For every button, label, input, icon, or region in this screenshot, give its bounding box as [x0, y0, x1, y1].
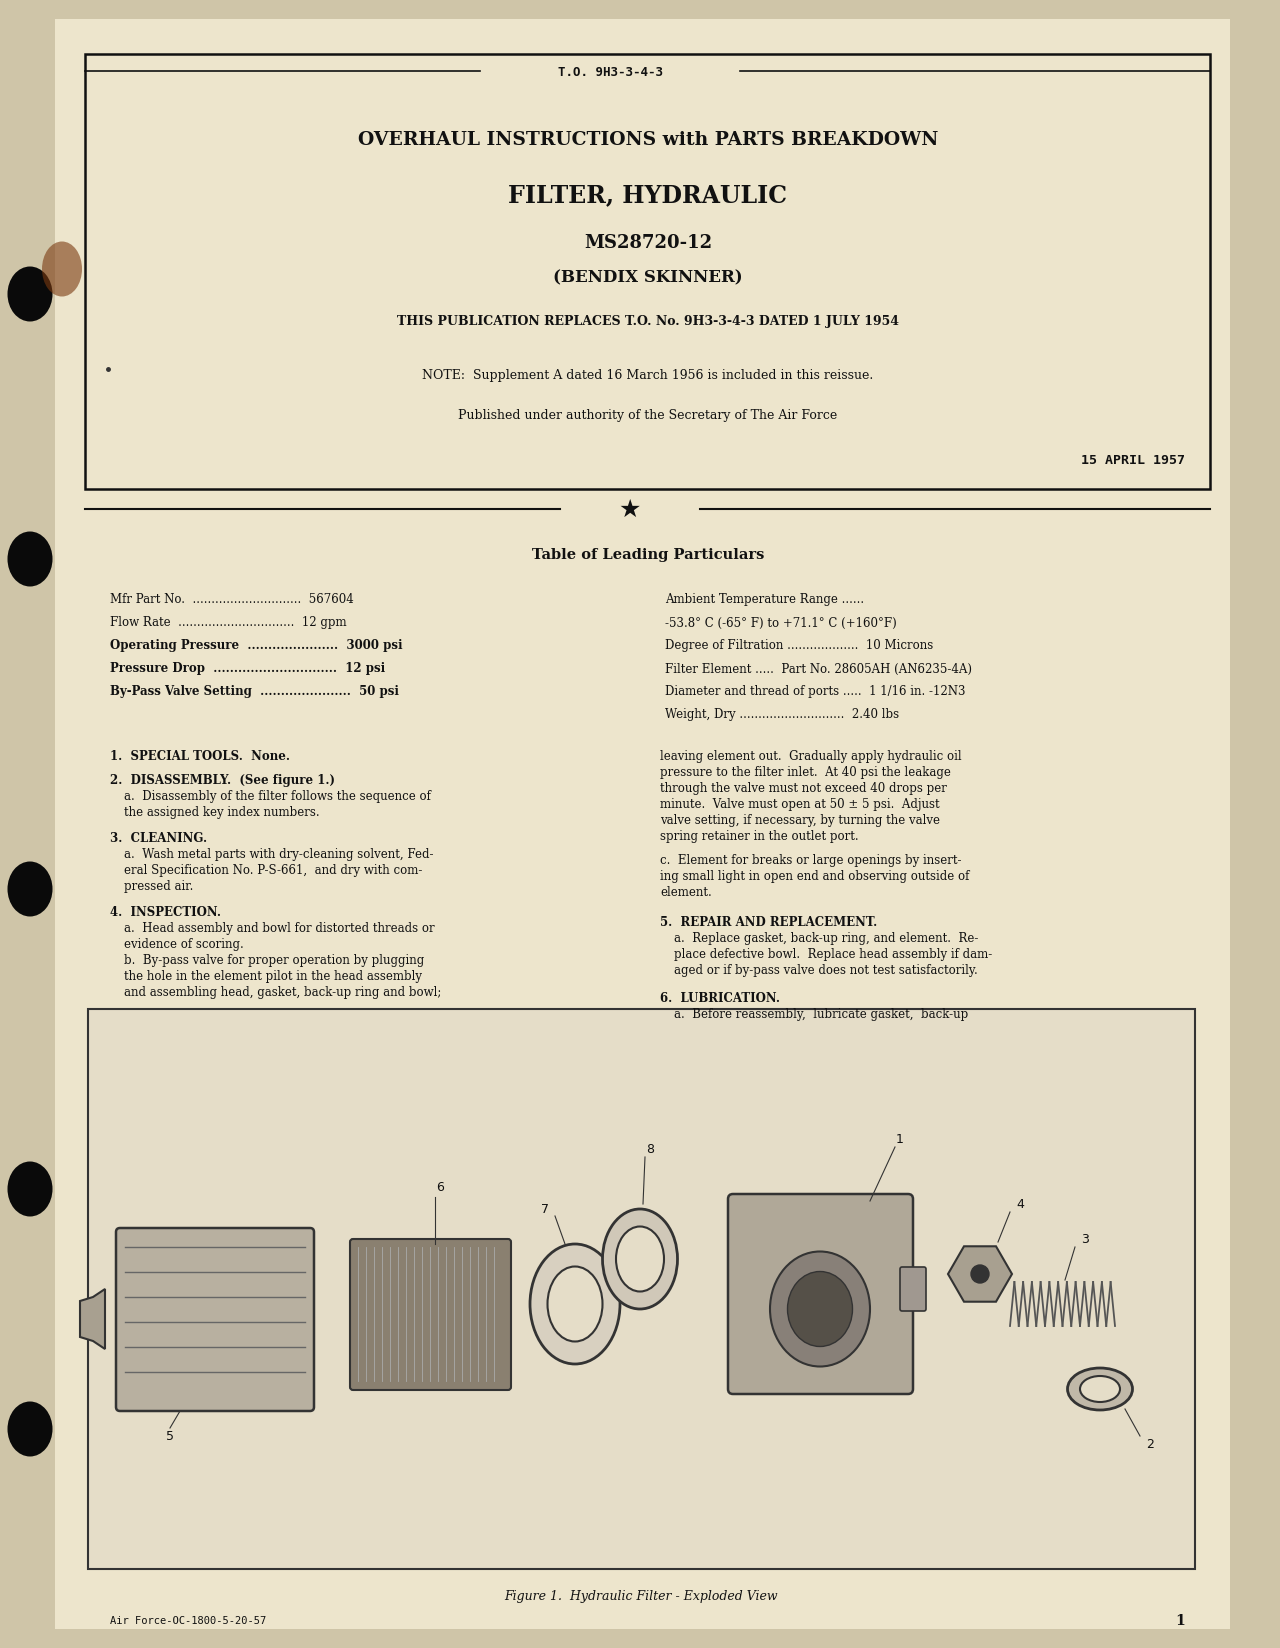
Polygon shape [79, 1289, 105, 1350]
Text: 6.  LUBRICATION.: 6. LUBRICATION. [660, 992, 780, 1004]
FancyBboxPatch shape [900, 1267, 925, 1312]
Text: (BENDIX SKINNER): (BENDIX SKINNER) [553, 269, 742, 287]
Text: 3: 3 [1082, 1233, 1089, 1246]
Text: 3.  CLEANING.: 3. CLEANING. [110, 832, 207, 844]
Text: Diameter and thread of ports .....  1 1/16 in. -12N3: Diameter and thread of ports ..... 1 1/1… [666, 686, 965, 699]
Text: OVERHAUL INSTRUCTIONS with PARTS BREAKDOWN: OVERHAUL INSTRUCTIONS with PARTS BREAKDO… [358, 130, 938, 148]
Text: By-Pass Valve Setting  ......................  50 psi: By-Pass Valve Setting ..................… [110, 686, 399, 699]
Text: Ambient Temperature Range ......: Ambient Temperature Range ...... [666, 593, 864, 606]
Text: b.  By-pass valve for proper operation by plugging: b. By-pass valve for proper operation by… [124, 954, 424, 966]
Text: ing small light in open end and observing outside of: ing small light in open end and observin… [660, 870, 969, 882]
Text: Published under authority of the Secretary of The Air Force: Published under authority of the Secreta… [458, 409, 837, 422]
Text: Filter Element .....  Part No. 28605AH (AN6235-4A): Filter Element ..... Part No. 28605AH (A… [666, 662, 972, 676]
Text: NOTE:  Supplement A dated 16 March 1956 is included in this reissue.: NOTE: Supplement A dated 16 March 1956 i… [422, 368, 874, 381]
Text: THIS PUBLICATION REPLACES T.O. No. 9H3-3-4-3 DATED 1 JULY 1954: THIS PUBLICATION REPLACES T.O. No. 9H3-3… [397, 315, 899, 328]
Text: 7: 7 [541, 1203, 549, 1216]
Text: ★: ★ [618, 498, 641, 522]
Text: pressure to the filter inlet.  At 40 psi the leakage: pressure to the filter inlet. At 40 psi … [660, 766, 951, 778]
Text: MS28720-12: MS28720-12 [584, 234, 712, 252]
Ellipse shape [8, 1402, 52, 1457]
Ellipse shape [8, 862, 52, 916]
Text: a.  Replace gasket, back-up ring, and element.  Re-: a. Replace gasket, back-up ring, and ele… [675, 931, 978, 944]
Text: evidence of scoring.: evidence of scoring. [124, 938, 243, 951]
Text: through the valve must not exceed 40 drops per: through the valve must not exceed 40 dro… [660, 781, 947, 794]
Text: leaving element out.  Gradually apply hydraulic oil: leaving element out. Gradually apply hyd… [660, 750, 961, 763]
Ellipse shape [972, 1266, 989, 1284]
Ellipse shape [8, 532, 52, 587]
Ellipse shape [1068, 1368, 1133, 1411]
Text: 6: 6 [436, 1180, 444, 1193]
Bar [84, 54, 1210, 489]
Text: and assembling head, gasket, back-up ring and bowl;: and assembling head, gasket, back-up rin… [124, 986, 442, 999]
Text: 1: 1 [896, 1132, 904, 1145]
Ellipse shape [548, 1267, 603, 1341]
Ellipse shape [771, 1252, 870, 1366]
Text: Pressure Drop  ..............................  12 psi: Pressure Drop ..........................… [110, 662, 385, 676]
Text: the hole in the element pilot in the head assembly: the hole in the element pilot in the hea… [124, 969, 422, 982]
Text: valve setting, if necessary, by turning the valve: valve setting, if necessary, by turning … [660, 814, 940, 827]
FancyBboxPatch shape [116, 1228, 314, 1411]
Text: Operating Pressure  ......................  3000 psi: Operating Pressure .....................… [110, 639, 403, 653]
Text: a.  Head assembly and bowl for distorted threads or: a. Head assembly and bowl for distorted … [124, 921, 435, 934]
Text: spring retainer in the outlet port.: spring retainer in the outlet port. [660, 829, 859, 842]
Text: 4: 4 [1016, 1198, 1024, 1211]
Text: Degree of Filtration ...................  10 Microns: Degree of Filtration ...................… [666, 639, 933, 653]
Ellipse shape [787, 1272, 852, 1346]
Text: Mfr Part No.  .............................  567604: Mfr Part No. ...........................… [110, 593, 353, 606]
Text: 2: 2 [1146, 1437, 1155, 1450]
Text: Air Force-OC-1800-5-20-57: Air Force-OC-1800-5-20-57 [110, 1615, 266, 1625]
Text: 5: 5 [166, 1429, 174, 1442]
Ellipse shape [8, 267, 52, 323]
FancyBboxPatch shape [728, 1195, 913, 1394]
Ellipse shape [42, 242, 82, 297]
Ellipse shape [616, 1226, 664, 1292]
Text: Figure 1.  Hydraulic Filter - Exploded View: Figure 1. Hydraulic Filter - Exploded Vi… [504, 1589, 778, 1602]
Text: element.: element. [660, 885, 712, 898]
Ellipse shape [1080, 1376, 1120, 1402]
Text: -53.8° C (-65° F) to +71.1° C (+160°F): -53.8° C (-65° F) to +71.1° C (+160°F) [666, 616, 897, 630]
Text: 1.  SPECIAL TOOLS.  None.: 1. SPECIAL TOOLS. None. [110, 750, 291, 763]
Text: 2.  DISASSEMBLY.  (See figure 1.): 2. DISASSEMBLY. (See figure 1.) [110, 773, 335, 786]
Text: 4.  INSPECTION.: 4. INSPECTION. [110, 905, 221, 918]
Text: the assigned key index numbers.: the assigned key index numbers. [124, 806, 320, 819]
Text: 5.  REPAIR AND REPLACEMENT.: 5. REPAIR AND REPLACEMENT. [660, 915, 877, 928]
Bar [88, 1009, 1196, 1569]
Text: a.  Disassembly of the filter follows the sequence of: a. Disassembly of the filter follows the… [124, 789, 431, 803]
Text: a.  Before reassembly,  lubricate gasket,  back-up: a. Before reassembly, lubricate gasket, … [675, 1007, 968, 1020]
Text: place defective bowl.  Replace head assembly if dam-: place defective bowl. Replace head assem… [675, 948, 992, 961]
Text: 1: 1 [1175, 1613, 1185, 1627]
Text: pressed air.: pressed air. [124, 880, 193, 893]
Text: c.  Element for breaks or large openings by insert-: c. Element for breaks or large openings … [660, 854, 961, 867]
Text: a.  Wash metal parts with dry-cleaning solvent, Fed-: a. Wash metal parts with dry-cleaning so… [124, 847, 434, 860]
Text: Table of Leading Particulars: Table of Leading Particulars [531, 547, 764, 562]
Text: aged or if by-pass valve does not test satisfactorily.: aged or if by-pass valve does not test s… [675, 964, 978, 976]
Text: Weight, Dry ............................  2.40 lbs: Weight, Dry ............................… [666, 709, 899, 722]
Text: 8: 8 [646, 1142, 654, 1155]
Text: 15 APRIL 1957: 15 APRIL 1957 [1082, 453, 1185, 466]
Text: minute.  Valve must open at 50 ± 5 psi.  Adjust: minute. Valve must open at 50 ± 5 psi. A… [660, 798, 940, 811]
Ellipse shape [530, 1244, 620, 1365]
Ellipse shape [8, 1162, 52, 1216]
Text: FILTER, HYDRAULIC: FILTER, HYDRAULIC [508, 183, 787, 208]
Text: Flow Rate  ...............................  12 gpm: Flow Rate ..............................… [110, 616, 347, 630]
Text: T.O. 9H3-3-4-3: T.O. 9H3-3-4-3 [558, 66, 663, 79]
Text: eral Specification No. P-S-661,  and dry with com-: eral Specification No. P-S-661, and dry … [124, 864, 422, 877]
FancyBboxPatch shape [349, 1239, 511, 1391]
Ellipse shape [603, 1210, 677, 1309]
